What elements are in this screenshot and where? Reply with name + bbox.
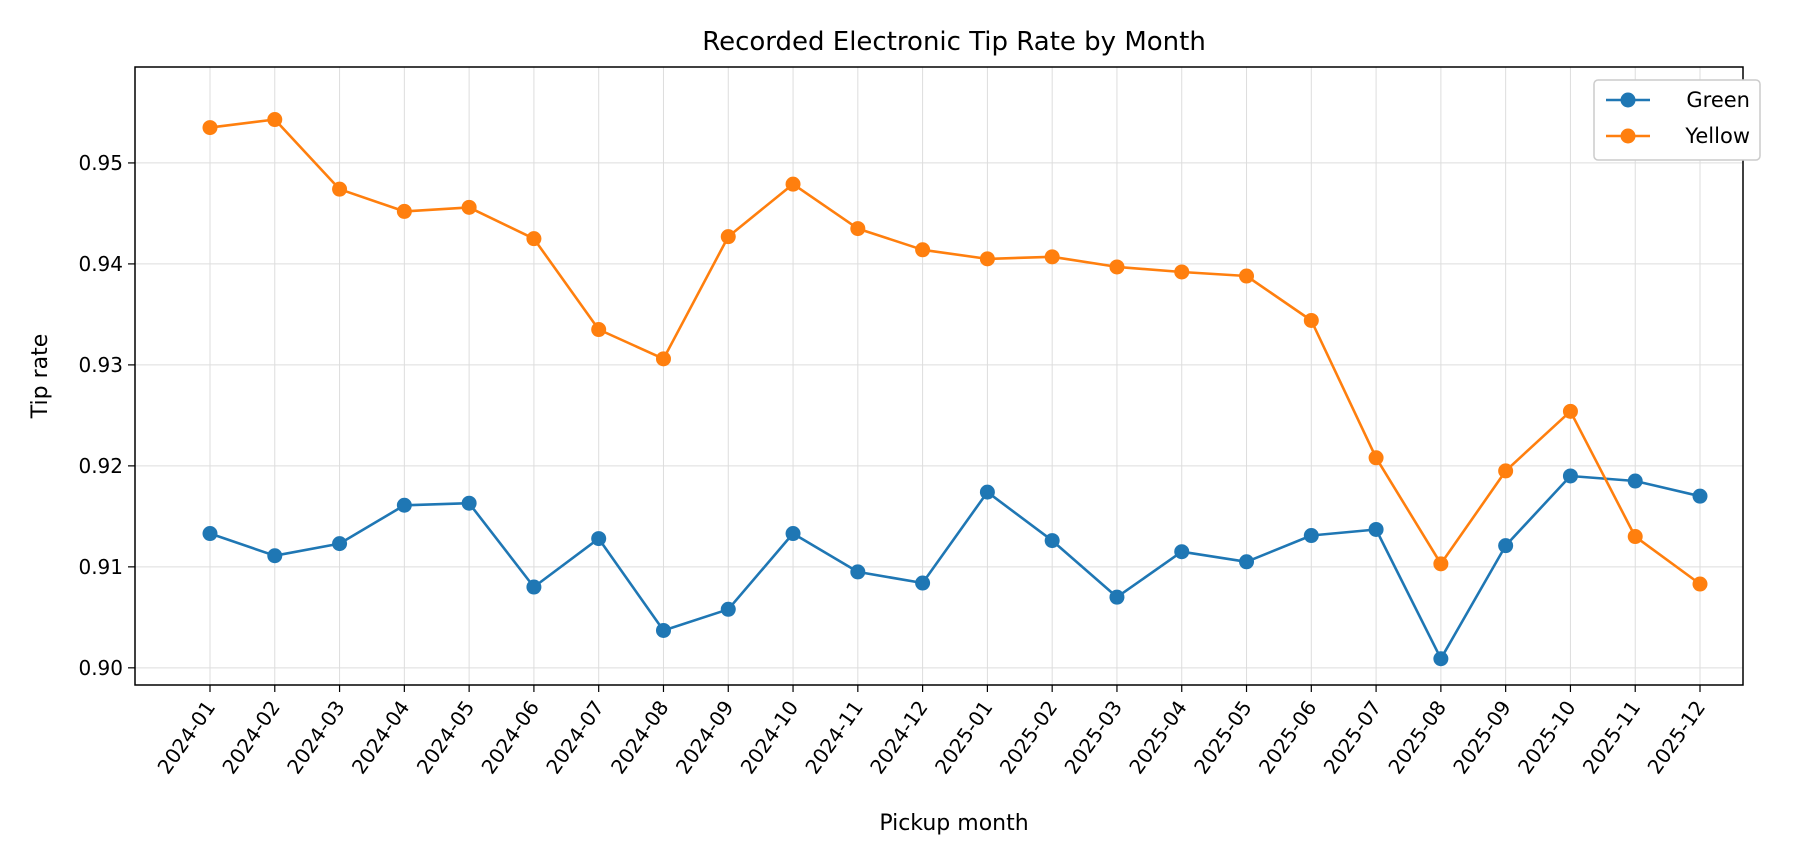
y-tick-label: 0.91 <box>78 555 123 579</box>
x-tick-label: 2024-03 <box>282 696 350 778</box>
data-point-green <box>1433 651 1449 667</box>
x-tick-label: 2025-06 <box>1254 696 1322 778</box>
x-tick-label: 2025-05 <box>1189 696 1257 778</box>
x-tick-label: 2024-01 <box>152 696 220 778</box>
data-point-yellow <box>720 229 736 245</box>
data-point-yellow <box>915 242 931 258</box>
data-point-yellow <box>1174 264 1190 280</box>
y-axis-label: Tip rate <box>28 334 53 420</box>
x-tick-label: 2025-12 <box>1642 696 1710 778</box>
data-point-yellow <box>1498 463 1514 479</box>
data-point-green <box>526 579 542 595</box>
data-point-green <box>332 536 348 552</box>
data-point-yellow <box>655 351 671 367</box>
data-point-yellow <box>979 251 995 267</box>
y-tick-label: 0.90 <box>78 656 123 680</box>
data-point-yellow <box>526 231 542 247</box>
data-point-green <box>1498 538 1514 554</box>
data-point-yellow <box>1368 450 1384 466</box>
grid-lines <box>135 67 1743 685</box>
data-point-yellow <box>1627 529 1643 545</box>
data-point-yellow <box>267 112 283 128</box>
y-tick-label: 0.93 <box>78 353 123 377</box>
data-point-green <box>267 548 283 564</box>
data-point-green <box>202 526 218 542</box>
data-point-green <box>591 531 607 547</box>
y-tick-label: 0.94 <box>78 252 123 276</box>
data-point-green <box>1627 473 1643 489</box>
x-tick-label: 2024-02 <box>217 696 285 778</box>
x-tick-label: 2025-09 <box>1448 696 1516 778</box>
data-point-yellow <box>332 181 348 197</box>
data-point-green <box>1368 521 1384 537</box>
chart-title: Recorded Electronic Tip Rate by Month <box>702 27 1206 57</box>
data-point-yellow <box>1239 268 1255 284</box>
legend-marker-green <box>1620 92 1636 108</box>
x-tick-label: 2024-08 <box>606 696 674 778</box>
data-point-yellow <box>202 120 218 136</box>
x-tick-label: 2025-02 <box>995 696 1063 778</box>
x-axis: 2024-012024-022024-032024-042024-052024-… <box>152 685 1710 778</box>
x-tick-label: 2024-05 <box>412 696 480 778</box>
data-point-yellow <box>1562 403 1578 419</box>
x-tick-label: 2024-07 <box>541 696 609 778</box>
legend-label-yellow: Yellow <box>1684 124 1750 148</box>
x-tick-label: 2024-04 <box>347 696 415 778</box>
series-line-yellow <box>209 118 1701 586</box>
data-point-green <box>1174 544 1190 560</box>
x-tick-label: 2025-11 <box>1578 696 1646 778</box>
data-point-green <box>655 622 671 638</box>
data-point-yellow <box>591 322 607 338</box>
series-layer <box>202 112 1708 667</box>
x-tick-label: 2024-10 <box>736 696 804 778</box>
data-point-yellow <box>785 176 801 192</box>
x-tick-label: 2024-06 <box>476 696 544 778</box>
data-point-yellow <box>1692 576 1708 592</box>
x-tick-label: 2025-07 <box>1319 696 1387 778</box>
data-point-yellow <box>1433 556 1449 572</box>
x-tick-label: 2024-12 <box>865 696 933 778</box>
data-point-green <box>461 495 477 511</box>
data-point-yellow <box>1044 249 1060 265</box>
x-tick-label: 2025-03 <box>1059 696 1127 778</box>
data-point-green <box>979 484 995 500</box>
data-point-green <box>720 601 736 617</box>
data-point-yellow <box>461 199 477 215</box>
legend: Green Yellow <box>1593 79 1761 161</box>
y-axis: 0.90 0.91 0.92 0.93 0.94 0.95 <box>78 151 135 680</box>
data-point-green <box>785 526 801 542</box>
data-point-green <box>1109 589 1125 605</box>
data-point-yellow <box>1109 259 1125 275</box>
x-tick-label: 2025-08 <box>1383 696 1451 778</box>
plot-frame <box>134 66 1744 686</box>
data-point-green <box>1562 468 1578 484</box>
data-point-yellow <box>396 203 412 219</box>
y-tick-label: 0.95 <box>78 151 123 175</box>
legend-label-green: Green <box>1686 88 1750 112</box>
x-tick-label: 2024-11 <box>800 696 868 778</box>
x-tick-label: 2025-04 <box>1124 696 1192 778</box>
data-point-yellow <box>1303 312 1319 328</box>
x-tick-label: 2025-10 <box>1513 696 1581 778</box>
y-tick-label: 0.92 <box>78 454 123 478</box>
data-point-green <box>396 497 412 513</box>
data-point-green <box>1692 488 1708 504</box>
x-tick-label: 2025-01 <box>930 696 998 778</box>
legend-marker-yellow <box>1620 128 1636 144</box>
data-point-yellow <box>850 221 866 237</box>
data-point-green <box>850 564 866 580</box>
data-point-green <box>1044 533 1060 549</box>
data-point-green <box>915 575 931 591</box>
series-line-green <box>209 474 1701 661</box>
series-green <box>202 468 1708 667</box>
x-axis-label: Pickup month <box>879 811 1028 836</box>
data-point-green <box>1303 528 1319 544</box>
data-point-green <box>1239 554 1255 570</box>
series-yellow <box>202 112 1708 592</box>
x-tick-label: 2024-09 <box>671 696 739 778</box>
